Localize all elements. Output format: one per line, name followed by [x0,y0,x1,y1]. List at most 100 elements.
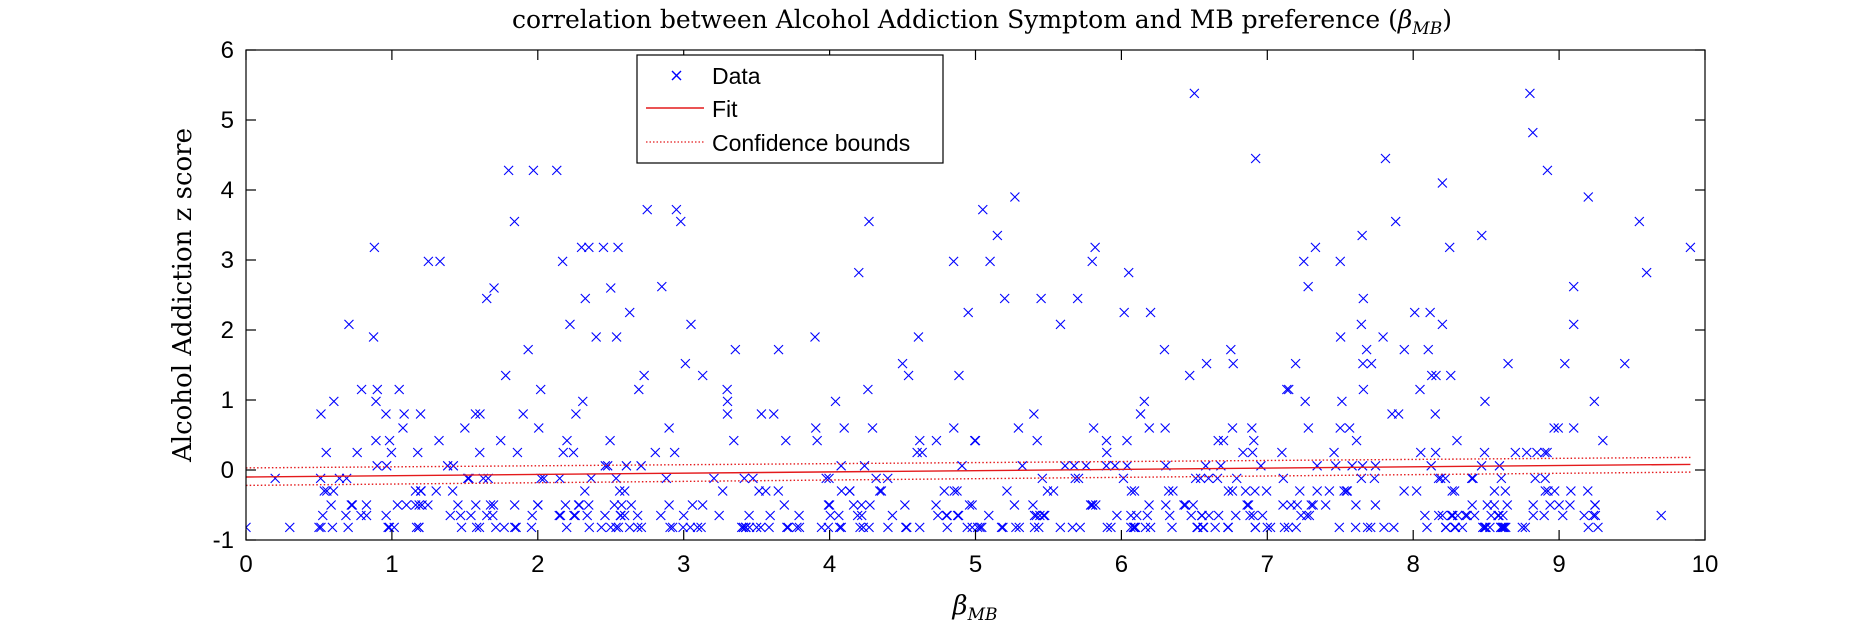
data-point [1423,344,1434,355]
data-point [791,522,802,533]
data-point [1477,522,1488,533]
data-point [1081,460,1092,471]
data-point [678,522,688,533]
data-point [1102,522,1113,533]
data-point [499,522,510,533]
data-point [500,370,511,381]
data-point [1557,510,1568,521]
data-point [1619,358,1630,369]
legend: Data Fit Confidence bounds [636,54,944,164]
data-point [352,447,363,458]
x-tick-label: 9 [1552,551,1565,578]
data-point [1144,500,1154,510]
data-point [949,486,960,496]
data-point [871,473,882,484]
data-point [1231,473,1242,484]
data-point [985,256,995,267]
data-point [825,510,836,521]
data-point [1304,510,1315,521]
data-point [371,435,381,446]
data-point [780,435,791,446]
data-point [1310,242,1321,253]
data-point [1335,423,1346,433]
x-tick-label: 8 [1407,551,1420,578]
data-point [1013,423,1024,433]
data-point [948,256,959,267]
data-point [1028,409,1039,419]
data-point [730,344,741,355]
data-point [864,216,874,227]
data-point [1210,522,1221,533]
data-point [1467,500,1478,510]
data-point [1055,522,1066,533]
data-point [1283,384,1294,395]
data-point [1415,447,1426,458]
data-point [914,522,925,533]
data-point [384,435,395,446]
data-point [680,358,691,369]
data-point [1431,370,1441,381]
data-point [667,522,678,533]
data-point [836,486,847,496]
data-point [1582,486,1593,496]
data-point [998,522,1008,533]
data-point [794,522,805,533]
data-point [1180,500,1191,510]
data-point [755,522,766,533]
data-point [876,486,887,496]
data-point [1257,510,1268,521]
data-point [326,500,337,510]
legend-label-confidence-bounds: Confidence bounds [712,130,910,156]
data-point [1495,522,1506,533]
data-point [675,216,686,227]
data-point [1566,486,1576,496]
data-point [1445,370,1456,381]
data-point [415,409,426,419]
data-point [867,423,878,433]
data-point [246,522,251,533]
data-point [598,242,609,253]
data-point [1565,500,1575,510]
data-point [844,486,855,496]
data-point [773,344,784,355]
data-point [1118,473,1129,484]
data-point [361,510,372,521]
data-point [401,500,412,510]
data-point [1399,344,1410,355]
data-point [764,522,774,533]
data-point [1218,435,1229,446]
legend-label-fit: Fit [712,96,738,122]
data-point [1437,510,1448,521]
data-point [933,510,943,521]
legend-data-marker-icon [671,70,682,81]
data-point [284,522,295,533]
data-point [1554,500,1564,510]
data-point [833,510,844,521]
data-point [1242,500,1253,510]
data-point [1415,384,1425,395]
data-point [535,384,546,395]
data-point [577,396,588,407]
data-point [1088,423,1099,433]
data-point [810,423,821,433]
data-point [1145,522,1156,533]
data-point [328,396,339,407]
data-point [1543,486,1553,496]
data-point [586,473,597,484]
data-point [423,256,434,267]
data-point [1521,447,1532,458]
data-point [952,486,962,496]
data-point [1010,192,1020,202]
data-point [962,522,973,533]
data-point [1370,500,1381,510]
data-point [976,522,987,533]
data-point [1457,522,1468,533]
data-point [371,396,381,407]
data-point [475,409,485,419]
data-point [626,500,637,510]
data-point [963,307,974,318]
data-point [1014,522,1025,533]
data-point [1540,486,1551,496]
legend-entry-fit: Fit [646,96,738,122]
data-point [931,500,941,510]
